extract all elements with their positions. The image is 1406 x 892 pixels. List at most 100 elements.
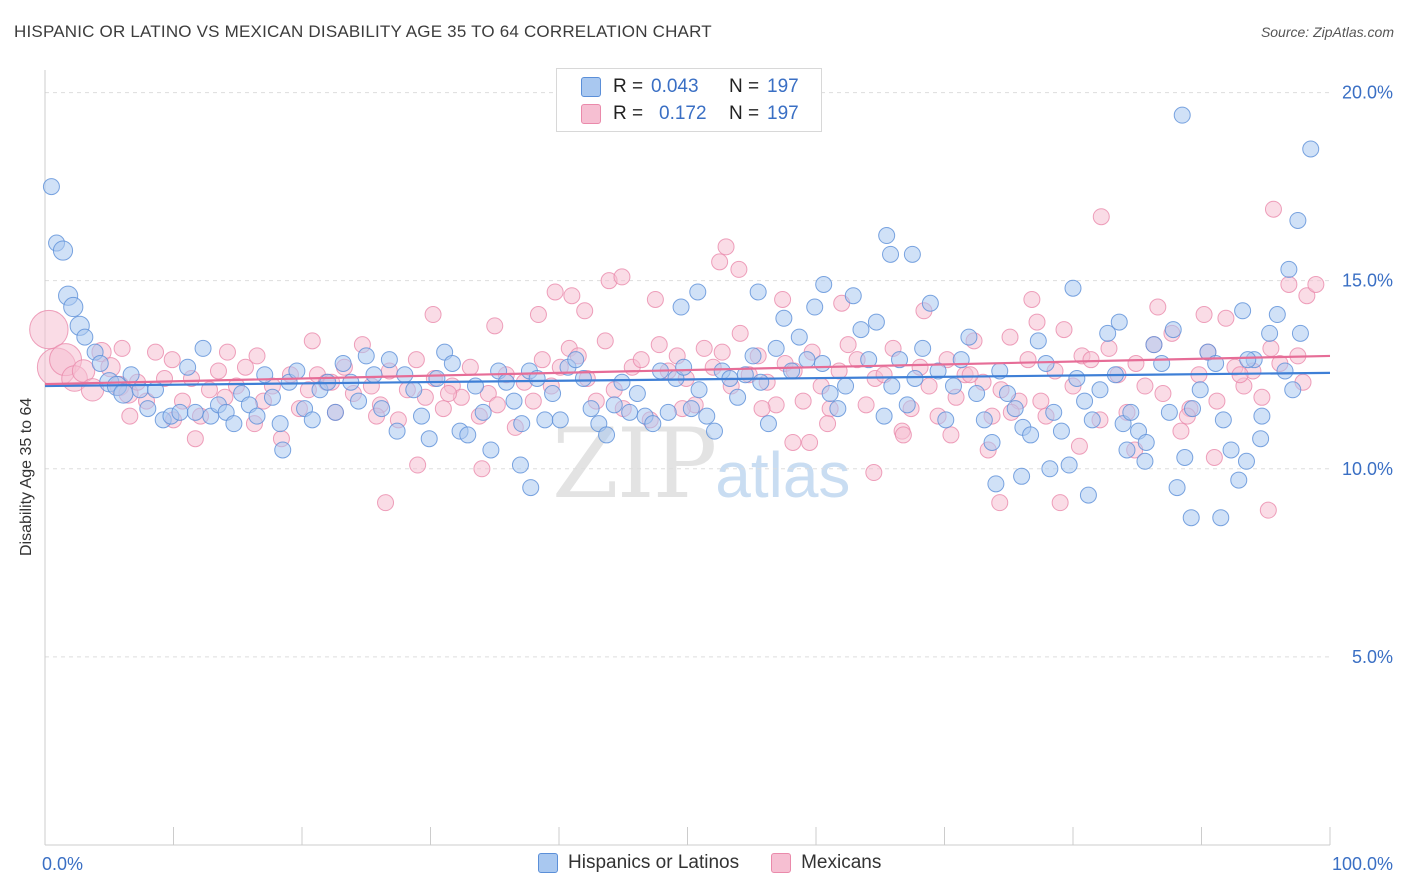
hispanics-point bbox=[1237, 452, 1255, 470]
hispanics-point bbox=[1060, 456, 1078, 474]
hispanics-point bbox=[482, 441, 500, 459]
hispanics-point bbox=[544, 385, 562, 403]
stats-row-mexicans: R = 0.172 N = 197 bbox=[581, 101, 799, 127]
mexicans-point bbox=[713, 343, 731, 361]
mexicans-point bbox=[1136, 377, 1154, 395]
mexicans-point bbox=[1264, 200, 1282, 218]
hispanics-point bbox=[1261, 324, 1279, 342]
hispanics-point bbox=[682, 400, 700, 418]
hispanics-point bbox=[1118, 441, 1136, 459]
x-tick-label: 100.0% bbox=[1332, 854, 1393, 874]
mexicans-point bbox=[731, 324, 749, 342]
hispanics-point bbox=[759, 415, 777, 433]
hispanics-point bbox=[1173, 106, 1191, 124]
hispanics-point bbox=[334, 354, 352, 372]
mexicans-point bbox=[1019, 351, 1037, 369]
hispanics-swatch bbox=[581, 77, 601, 97]
hispanics-point bbox=[396, 366, 414, 384]
mexicans-point bbox=[1055, 321, 1073, 339]
mexicans-point bbox=[865, 464, 883, 482]
hispanics-point bbox=[1222, 441, 1240, 459]
hispanics-point bbox=[63, 296, 84, 318]
hispanics-point bbox=[1076, 392, 1094, 410]
mexicans-point bbox=[1195, 306, 1213, 324]
hispanics-point bbox=[698, 407, 716, 425]
hispanics-point bbox=[1289, 211, 1307, 229]
hispanics-point bbox=[1037, 354, 1055, 372]
hispanics-point bbox=[582, 400, 600, 418]
hispanics-point bbox=[194, 339, 212, 357]
hispanics-point bbox=[790, 328, 808, 346]
mexicans-point bbox=[613, 268, 631, 286]
mexicans-point bbox=[529, 306, 547, 324]
hispanics-point bbox=[1110, 313, 1128, 331]
mexicans-point bbox=[717, 238, 735, 256]
mexicans-point bbox=[596, 332, 614, 350]
hispanics-point bbox=[705, 422, 723, 440]
mexicans-point bbox=[1253, 388, 1271, 406]
mexicans-point bbox=[1082, 351, 1100, 369]
watermark-zip: ZIP bbox=[552, 408, 717, 520]
hispanics-point bbox=[621, 403, 639, 421]
series-legend: Hispanics or Latinos Mexicans bbox=[538, 852, 913, 874]
hispanics-point bbox=[1145, 336, 1163, 354]
hispanics-point bbox=[76, 328, 94, 346]
hispanics-point bbox=[605, 396, 623, 414]
hispanics-point bbox=[350, 392, 368, 410]
mexicans-point bbox=[1262, 339, 1280, 357]
hispanics-point bbox=[1091, 381, 1109, 399]
hispanics-point bbox=[1234, 302, 1252, 320]
hispanics-point bbox=[567, 351, 585, 369]
mexicans-point bbox=[839, 336, 857, 354]
mexicans-point bbox=[774, 290, 792, 308]
hispanics-point bbox=[271, 415, 289, 433]
hispanics-point bbox=[672, 298, 690, 316]
hispanics-point bbox=[644, 415, 662, 433]
mexicans-point bbox=[961, 366, 979, 384]
mexicans-point bbox=[303, 332, 321, 350]
hispanics-point bbox=[675, 358, 693, 376]
mexicans-point bbox=[1208, 392, 1226, 410]
hispanics-point bbox=[303, 411, 321, 429]
mexicans-point bbox=[524, 392, 542, 410]
n-label: N = bbox=[729, 103, 760, 124]
hispanics-point bbox=[536, 411, 554, 429]
hispanics-point bbox=[806, 298, 824, 316]
hispanics-point bbox=[179, 358, 197, 376]
mexicans-point bbox=[1028, 313, 1046, 331]
n-value: 197 bbox=[767, 103, 799, 124]
y-tick-label: 15.0% bbox=[1342, 271, 1393, 291]
hispanics-point bbox=[914, 339, 932, 357]
mexicans-point bbox=[29, 309, 69, 350]
hispanics-point bbox=[443, 354, 461, 372]
hispanics-point bbox=[274, 441, 292, 459]
hispanics-point bbox=[1122, 403, 1140, 421]
hispanics-point bbox=[1184, 400, 1202, 418]
hispanics-point bbox=[929, 362, 947, 380]
hispanics-point bbox=[944, 377, 962, 395]
mexicans-point bbox=[377, 494, 395, 512]
hispanics-point bbox=[574, 369, 592, 387]
hispanics-point bbox=[1176, 449, 1194, 466]
hispanics-point bbox=[1137, 433, 1155, 451]
hispanics-point bbox=[875, 407, 893, 425]
r-label: R = bbox=[613, 76, 644, 97]
mexicans-point bbox=[1092, 208, 1110, 226]
hispanics-point bbox=[1253, 407, 1271, 425]
hispanics-point bbox=[960, 328, 978, 346]
mexicans-point bbox=[163, 351, 181, 369]
mexicans-point bbox=[753, 400, 771, 418]
hispanics-point bbox=[906, 369, 924, 387]
hispanics-point bbox=[937, 411, 955, 429]
hispanics-point bbox=[1136, 452, 1154, 470]
legend-item-mexicans: Mexicans bbox=[771, 852, 881, 874]
hispanics-point bbox=[1284, 381, 1302, 399]
mexicans-point bbox=[1001, 328, 1019, 346]
y-tick-label: 10.0% bbox=[1342, 459, 1393, 479]
hispanics-point bbox=[1013, 467, 1031, 485]
n-value: 197 bbox=[767, 76, 799, 97]
hispanics-point bbox=[466, 377, 484, 395]
hispanics-point bbox=[867, 313, 885, 331]
hispanics-point bbox=[998, 385, 1016, 403]
